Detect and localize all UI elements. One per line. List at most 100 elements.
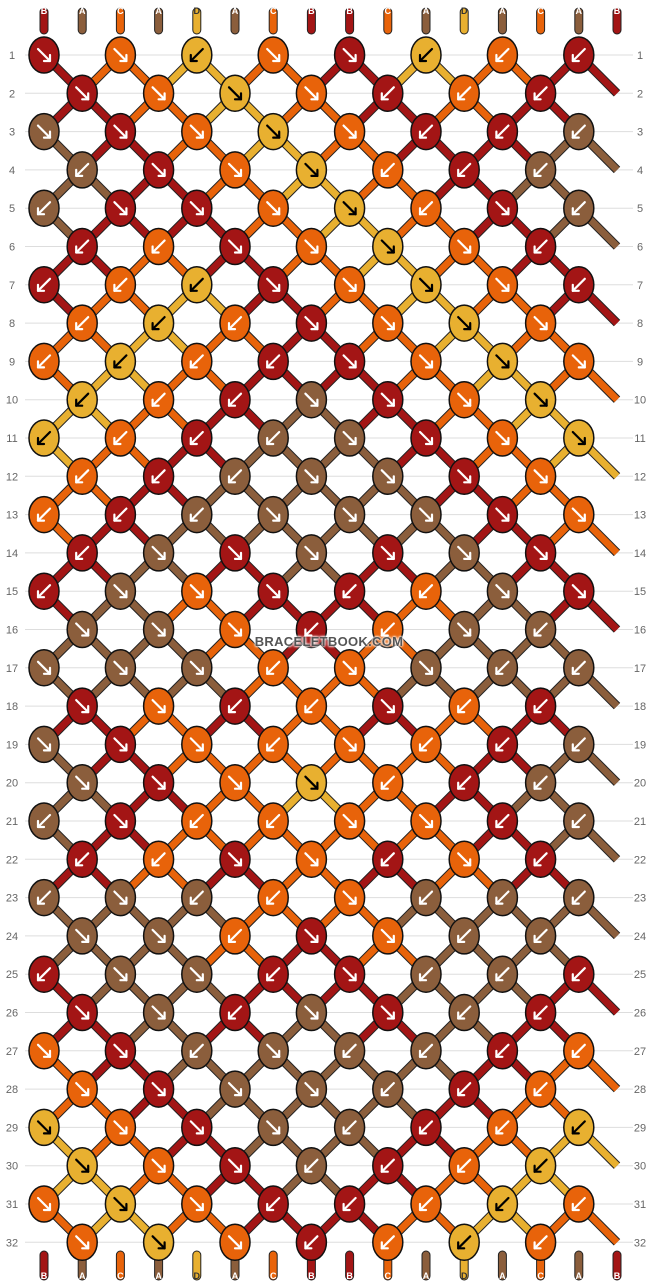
knot: [142, 380, 175, 419]
knot: [333, 1185, 366, 1223]
string-label: B: [308, 6, 315, 16]
arrow-down-left-icon: [418, 1120, 434, 1135]
string-label: D: [194, 6, 201, 16]
arrow-down-left-icon: [380, 775, 395, 790]
arrow-down-left-icon: [304, 1158, 319, 1173]
knot: [181, 878, 213, 917]
knot: [257, 955, 289, 993]
knot: [372, 840, 404, 879]
arrow-down-left-icon: [495, 1120, 510, 1135]
knot: [295, 840, 328, 879]
arrow-down-right-icon: [533, 392, 548, 407]
knot: [410, 266, 442, 304]
knot: [66, 993, 98, 1032]
knot: [410, 572, 442, 610]
row-number: 30: [634, 1161, 646, 1173]
arrow-down-left-icon: [151, 392, 166, 407]
knot: [372, 763, 404, 802]
knot: [181, 189, 213, 227]
arrow-down-right-icon: [266, 1120, 281, 1135]
arrow-down-right-icon: [75, 928, 90, 944]
arrow-down-left-icon: [266, 354, 281, 369]
knot: [142, 74, 175, 113]
row-number: 31: [634, 1199, 646, 1211]
knot: [486, 419, 519, 457]
knot: [333, 955, 366, 993]
row-number: 5: [9, 203, 15, 215]
arrow-down-right-icon: [418, 660, 434, 675]
row-number: 10: [6, 395, 18, 407]
arrow-down-right-icon: [266, 124, 281, 139]
arrow-down-right-icon: [36, 47, 52, 63]
knot: [28, 112, 60, 151]
string-label: D: [194, 1271, 201, 1281]
string-label: B: [614, 6, 621, 16]
arrow-down-right-icon: [36, 1043, 52, 1058]
arrow-down-left-icon: [151, 852, 166, 867]
row-number: 24: [6, 931, 18, 943]
knot: [295, 1223, 328, 1262]
arrow-down-right-icon: [151, 162, 166, 177]
knot: [333, 1032, 366, 1070]
knot: [486, 1032, 519, 1070]
arrow-down-right-icon: [266, 201, 281, 216]
string-label: B: [614, 1271, 621, 1281]
knot: [28, 725, 60, 764]
arrow-down-left-icon: [457, 1005, 472, 1020]
string-label: A: [576, 1271, 583, 1281]
arrow-down-left-icon: [266, 967, 281, 982]
arrow-down-right-icon: [227, 239, 243, 254]
arrow-down-left-icon: [495, 737, 510, 752]
knot: [486, 725, 519, 764]
row-number: 32: [6, 1237, 18, 1249]
arrow-down-left-icon: [113, 277, 128, 292]
knot: [28, 649, 60, 687]
arrow-down-right-icon: [189, 124, 204, 139]
knot: [372, 917, 404, 955]
knot: [104, 266, 137, 304]
arrow-down-left-icon: [304, 1235, 319, 1250]
arrow-down-right-icon: [189, 1120, 204, 1135]
arrow-down-left-icon: [571, 277, 586, 292]
knot: [104, 342, 137, 381]
arrow-down-left-icon: [495, 813, 510, 829]
arrow-down-right-icon: [495, 430, 510, 446]
knot: [219, 304, 251, 342]
arrow-down-right-icon: [113, 584, 128, 599]
arrow-down-right-icon: [227, 1158, 243, 1173]
string-label: A: [499, 6, 506, 16]
arrow-down-right-icon: [342, 967, 357, 982]
knots: [28, 36, 595, 1262]
knot: [142, 1070, 175, 1108]
arrow-down-right-icon: [495, 354, 510, 369]
knot: [257, 572, 289, 610]
arrow-down-left-icon: [342, 1043, 357, 1058]
knot: [104, 1185, 137, 1223]
arrow-down-left-icon: [571, 1043, 586, 1058]
knot: [524, 151, 557, 189]
arrow-down-left-icon: [571, 660, 586, 675]
arrow-down-right-icon: [304, 928, 319, 944]
arrow-down-left-icon: [266, 1196, 281, 1212]
knot: [219, 1070, 251, 1108]
arrow-down-right-icon: [75, 1235, 90, 1250]
knot: [410, 342, 442, 381]
string-label: A: [155, 1271, 162, 1281]
knot: [333, 495, 366, 534]
knot: [448, 227, 480, 266]
arrow-down-right-icon: [380, 239, 395, 254]
knot: [333, 1108, 366, 1147]
knot: [410, 802, 442, 840]
row-number: 16: [6, 625, 18, 637]
arrow-down-right-icon: [342, 813, 357, 829]
knot: [563, 1032, 595, 1070]
arrow-down-left-icon: [418, 47, 434, 63]
arrow-down-left-icon: [495, 47, 510, 63]
arrow-down-right-icon: [151, 1235, 166, 1250]
arrow-down-left-icon: [36, 584, 52, 599]
knot: [486, 342, 519, 381]
knot: [410, 725, 442, 764]
arrow-down-right-icon: [457, 622, 472, 637]
arrow-down-right-icon: [227, 545, 243, 561]
